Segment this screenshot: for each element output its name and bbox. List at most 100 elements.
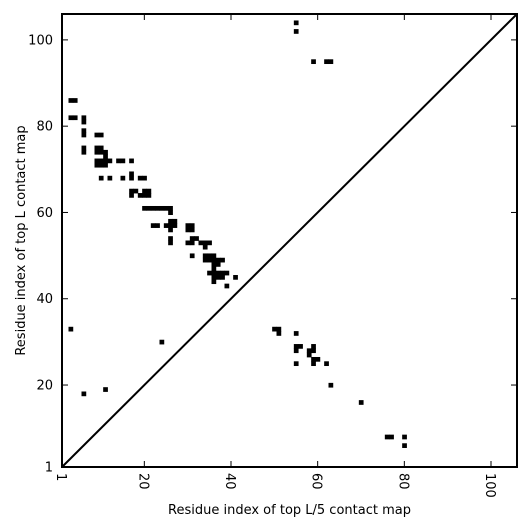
- contact-cell-upper: [81, 115, 87, 121]
- contact-cell-upper: [168, 218, 173, 224]
- contact-cell-upper: [133, 188, 139, 194]
- contact-cell-upper: [103, 162, 108, 168]
- contact-cell-lower: [324, 59, 329, 65]
- contact-cell-upper: [137, 193, 143, 198]
- y-axis-label: Residue index of top L contact map: [14, 125, 29, 355]
- contact-cell-upper: [142, 188, 147, 194]
- diagonal-line: [61, 13, 518, 468]
- contact-cell-upper: [72, 115, 78, 121]
- contact-cell-upper: [168, 227, 173, 233]
- contact-cell-upper: [211, 275, 217, 280]
- contact-cell-lower: [311, 361, 316, 367]
- y-tick-label: 40: [36, 292, 53, 307]
- contact-cell-upper: [189, 240, 195, 246]
- contact-cell-upper: [137, 175, 143, 181]
- contact-cell-upper: [211, 270, 217, 276]
- contact-cell-lower: [402, 434, 407, 440]
- contact-cell-upper: [233, 275, 238, 280]
- contact-cell-upper: [72, 98, 78, 103]
- contact-cell-upper: [103, 149, 108, 155]
- contact-cell-upper: [98, 158, 104, 164]
- contact-cell-lower: [293, 29, 299, 34]
- contact-cell-upper: [194, 236, 199, 241]
- contact-cell-upper: [98, 162, 104, 168]
- contact-cell-upper: [168, 223, 173, 228]
- contact-cell-upper: [202, 257, 208, 263]
- contact-cell-upper: [94, 162, 100, 168]
- contact-cell-upper: [207, 240, 212, 246]
- contact-cell-upper: [155, 205, 160, 211]
- contact-cell-upper: [81, 145, 87, 151]
- contact-cell-upper: [168, 240, 173, 246]
- contact-cell-upper: [142, 205, 147, 211]
- contact-cell-upper: [215, 257, 221, 263]
- contact-cell-upper: [94, 145, 100, 151]
- contact-cell-lower: [311, 59, 316, 65]
- contact-cell-upper: [172, 223, 178, 228]
- contact-cell-upper: [98, 145, 104, 151]
- contact-cell-upper: [168, 236, 173, 241]
- contact-cell-upper: [120, 175, 126, 181]
- contact-cell-upper: [198, 240, 204, 246]
- contact-cell-upper: [202, 244, 208, 250]
- contact-cell-upper: [207, 257, 212, 263]
- contact-cell-upper: [202, 240, 208, 246]
- contact-cell-lower: [306, 352, 312, 358]
- contact-cell-upper: [189, 223, 195, 228]
- contact-cell-lower: [402, 443, 407, 448]
- contact-cell-upper: [146, 193, 152, 198]
- contact-cell-upper: [103, 158, 108, 164]
- contact-cell-upper: [98, 149, 104, 155]
- contact-cell-upper: [68, 98, 74, 103]
- contact-cell-upper: [189, 236, 195, 241]
- contact-cell-upper: [207, 270, 212, 276]
- contact-cell-upper: [68, 115, 74, 121]
- contact-cell-lower: [389, 434, 394, 440]
- contact-cell-upper: [107, 175, 113, 181]
- contact-cell-upper: [159, 205, 165, 211]
- contact-cell-upper: [202, 253, 208, 259]
- contact-cell-upper: [68, 326, 74, 332]
- contact-cell-lower: [328, 382, 334, 388]
- contact-cell-upper: [103, 387, 108, 392]
- contact-cell-upper: [129, 171, 134, 177]
- contact-cell-upper: [211, 257, 217, 263]
- contact-cell-lower: [272, 326, 277, 332]
- contact-cell-lower: [293, 344, 299, 349]
- contact-cell-upper: [185, 240, 191, 246]
- contact-cell-upper: [168, 210, 173, 216]
- contact-cell-upper: [94, 132, 100, 138]
- contact-cell-upper: [155, 223, 160, 228]
- x-axis-ticks: 1 20 40 60 80 100: [53, 14, 497, 498]
- contact-cell-lower: [311, 348, 316, 354]
- contact-cell-upper: [116, 158, 121, 164]
- contact-cell-upper: [107, 158, 113, 164]
- contact-cell-lower: [276, 326, 282, 332]
- contact-cell-upper: [103, 154, 108, 159]
- contact-cell-upper: [185, 223, 191, 228]
- contact-cell-lower: [328, 59, 334, 65]
- contact-cell-upper: [81, 132, 87, 138]
- contact-cell-upper: [146, 205, 152, 211]
- contact-cell-upper: [129, 158, 134, 164]
- contact-cell-upper: [81, 119, 87, 125]
- contact-cell-upper: [120, 158, 126, 164]
- contact-cell-upper: [207, 253, 212, 259]
- contact-cell-upper: [94, 149, 100, 155]
- contact-cell-upper: [215, 270, 221, 276]
- contact-cell-lower: [293, 361, 299, 367]
- y-tick-label: 1: [45, 461, 53, 476]
- x-tick-label: 40: [222, 473, 237, 490]
- contact-cell-upper: [129, 193, 134, 198]
- contact-cell-upper: [211, 262, 217, 267]
- contact-cell-upper: [224, 270, 230, 276]
- x-tick-label: 100: [482, 473, 497, 498]
- y-tick-label: 20: [36, 379, 53, 394]
- contact-cell-upper: [215, 275, 221, 280]
- contact-cell-upper: [81, 128, 87, 134]
- contact-cell-upper: [98, 175, 104, 181]
- contact-cell-upper: [146, 188, 152, 194]
- contact-cell-upper: [215, 262, 221, 267]
- y-axis-ticks: 1 20 40 60 80 100: [28, 33, 517, 476]
